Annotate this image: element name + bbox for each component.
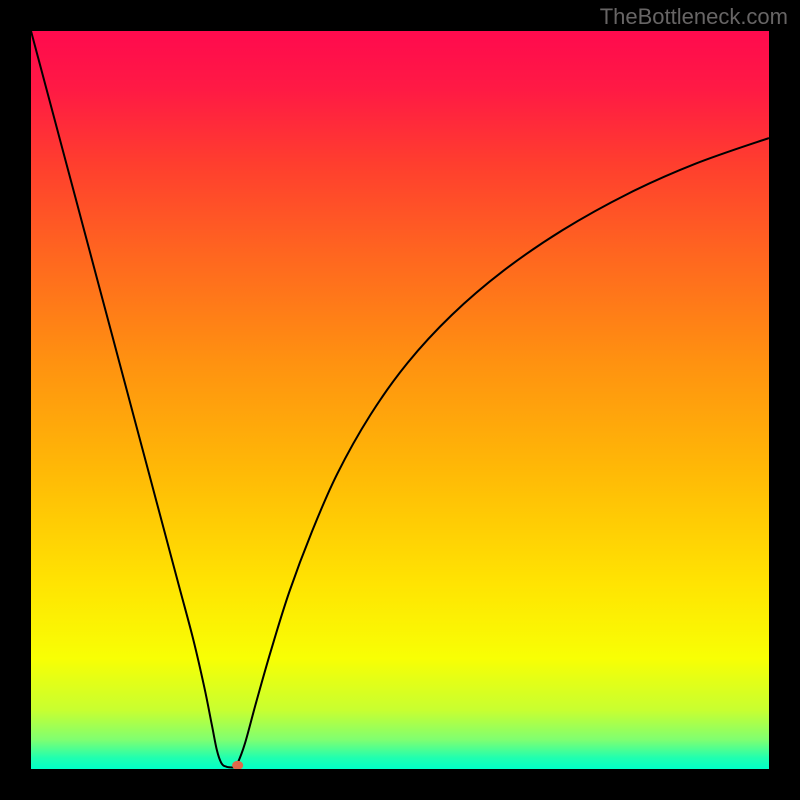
optimal-point-marker xyxy=(232,761,243,770)
watermark-text: TheBottleneck.com xyxy=(600,4,788,30)
chart-container: TheBottleneck.com xyxy=(0,0,800,800)
bottleneck-chart xyxy=(0,0,800,800)
chart-background xyxy=(31,31,769,769)
